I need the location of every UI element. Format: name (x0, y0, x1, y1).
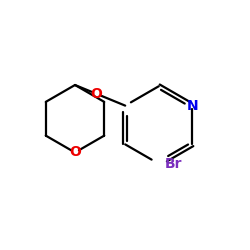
Text: O: O (90, 87, 102, 101)
Text: O: O (69, 146, 81, 160)
Text: N: N (186, 98, 198, 112)
Text: Br: Br (165, 157, 182, 171)
